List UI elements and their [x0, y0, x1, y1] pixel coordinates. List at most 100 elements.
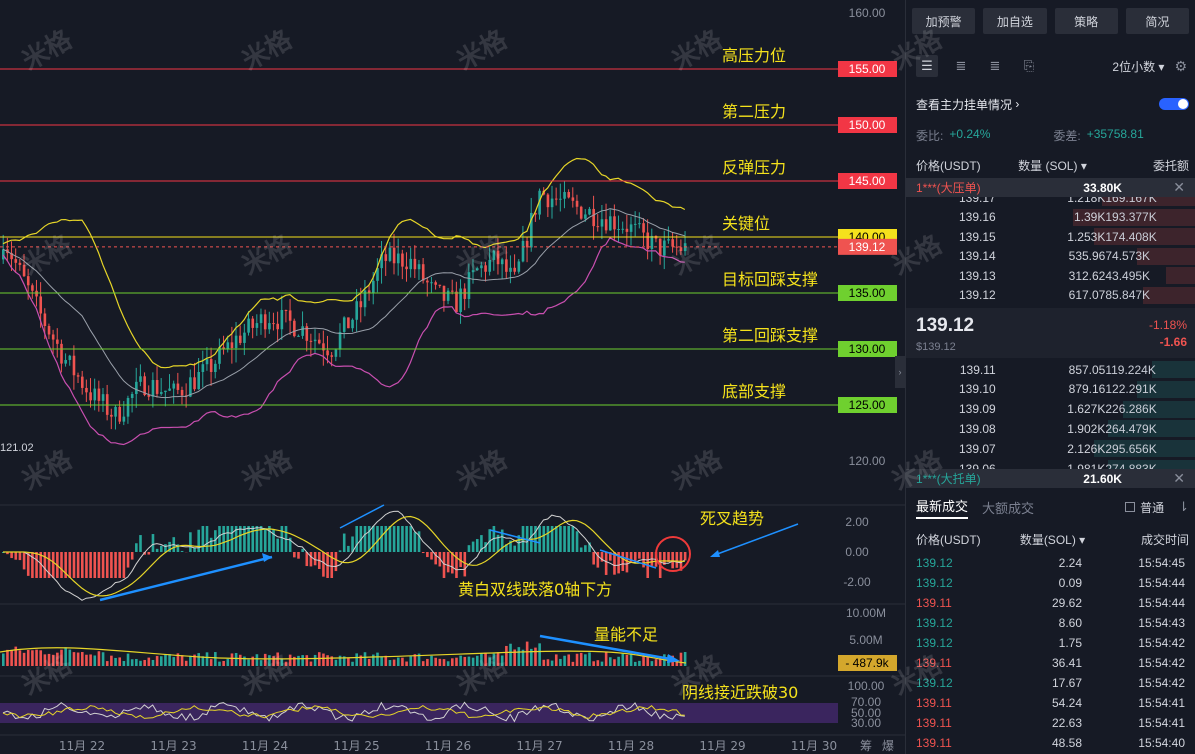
level-annotation: 反弹压力 [722, 158, 786, 177]
macd-histogram-bar [571, 526, 575, 552]
macd-histogram-bar [159, 545, 163, 552]
ask-row[interactable]: 139.14 535.96 74.573K [906, 247, 1195, 266]
volume-bar [480, 653, 483, 666]
book-bids-icon[interactable]: ≣ [955, 58, 967, 73]
macd-histogram-bar [243, 526, 246, 552]
volume-bar [243, 656, 246, 666]
volume-bar [434, 657, 437, 666]
arrow-line [339, 504, 385, 529]
normal-checkbox[interactable]: 普通 [1125, 499, 1164, 516]
volume-bar [621, 653, 625, 666]
macd-histogram-bar [255, 526, 259, 552]
overview-button[interactable]: 简况 [1125, 8, 1189, 34]
trade-price: 139.11 [916, 596, 952, 610]
ask-row[interactable]: 139.16 1.39K 193.377K [906, 208, 1195, 227]
chart-canvas[interactable]: 155.00高压力位150.00第二压力145.00反弹压力140.00关键位1… [0, 0, 905, 754]
ask-amount: 174.408K [1105, 229, 1157, 244]
trade-qty: 1.75 [1058, 636, 1082, 650]
candle-body [313, 339, 317, 342]
volume-bar [530, 648, 533, 666]
ask-row[interactable]: 139.13 312.62 43.495K [906, 266, 1195, 285]
macd-annotation: 黄白双线跌落0轴下方 [458, 580, 612, 599]
candle-body [251, 318, 255, 328]
candle-body [280, 310, 284, 330]
macd-histogram-bar [509, 540, 512, 552]
macd-histogram-bar [451, 552, 454, 574]
candle-body [51, 334, 55, 340]
bid-row[interactable]: 139.08 1.902K 264.479K [906, 419, 1195, 438]
trade-price: 139.11 [916, 736, 952, 750]
main-order-row[interactable]: 查看主力挂单情况 › [916, 95, 1189, 113]
big-ask-qty: 33.80K [1083, 180, 1122, 195]
candle-body [151, 380, 155, 397]
big-ask-order[interactable]: 1***(大压单) 33.80K ✕ [906, 178, 1195, 197]
add-alert-button[interactable]: 加预警 [912, 8, 976, 34]
close-icon[interactable]: ✕ [1173, 470, 1185, 486]
candle-body [272, 323, 275, 325]
macd-histogram-bar [326, 552, 329, 578]
candle-body [238, 335, 242, 343]
macd-histogram-bar [126, 552, 130, 568]
normal-label: 普通 [1140, 500, 1165, 515]
trade-qty: 29.62 [1051, 596, 1082, 610]
candle-body [484, 265, 487, 272]
strategy-button[interactable]: 策略 [1054, 8, 1118, 34]
trade-time: 15:54:42 [1138, 656, 1185, 670]
trade-qty-header[interactable]: 数量(SOL) ▾ [1019, 533, 1086, 547]
trade-price: 139.12 [916, 636, 953, 650]
volume-bar [197, 653, 201, 666]
macd-histogram-bar [388, 526, 392, 552]
candle-body [509, 267, 512, 272]
candle-body [392, 247, 396, 264]
candle-body [546, 194, 550, 208]
bid-row[interactable]: 139.10 879.16 122.291K [906, 380, 1195, 399]
ask-price: 139.15 [958, 229, 996, 244]
ask-row[interactable]: 139.15 1.253K 174.408K [906, 227, 1195, 246]
ask-row[interactable]: 139.12 617.07 85.847K [906, 286, 1195, 305]
panel-collapse-handle[interactable]: › [895, 356, 905, 388]
macd-histogram-bar [60, 552, 63, 578]
book-both-icon[interactable]: ☰ [916, 55, 938, 77]
decimal-select[interactable]: 2位小数 ▾ [1112, 59, 1165, 74]
filter-icon[interactable]: ⇂ [1178, 499, 1189, 514]
x-axis-label: 11月 28 [608, 739, 654, 753]
volume-bar [679, 652, 683, 666]
bid-row[interactable]: 139.09 1.627K 226.286K [906, 400, 1195, 419]
macd-histogram-bar [118, 552, 122, 578]
candle-body [642, 223, 645, 233]
bid-row[interactable]: 139.11 857.05 119.224K [906, 360, 1195, 379]
tab-latest-trades[interactable]: 最新成交 [916, 496, 969, 519]
depth-bar [1142, 286, 1195, 304]
macd-histogram-bar [413, 532, 417, 552]
volume-bar [550, 660, 554, 666]
volume-bar [559, 658, 562, 666]
volume-bar [654, 659, 658, 666]
add-watchlist-button[interactable]: 加自选 [983, 8, 1047, 34]
main-order-toggle[interactable] [1159, 98, 1189, 110]
rsi-axis-label: 100.00 [848, 679, 885, 693]
ask-qty: 1.39K [1073, 210, 1106, 224]
macd-histogram-bar [563, 526, 566, 552]
volume-bar [10, 650, 13, 666]
book-asks-icon[interactable]: ≣ [989, 58, 1001, 73]
close-icon[interactable]: ✕ [1173, 179, 1185, 195]
trade-time: 15:54:43 [1138, 616, 1185, 630]
price-chart[interactable]: 155.00 高压力位 150.00 第二压力 145.00 反弹压力 140.00 关键位 1… [0, 0, 905, 754]
big-ask-label: 1***(大压单) [916, 181, 981, 195]
book-trades-icon[interactable]: ⎘ [1023, 58, 1035, 73]
bid-amount: 226.286K [1105, 402, 1157, 417]
level-tag-text: 125.00 [849, 398, 886, 412]
macd-histogram-bar [492, 526, 496, 552]
bid-row[interactable]: 139.07 2.126K 295.656K [906, 439, 1195, 458]
depth-bar [1093, 440, 1195, 458]
qty-column-header[interactable]: 数量 (SOL) ▾ [1018, 159, 1087, 173]
candle-body [230, 342, 234, 349]
candle-body [417, 264, 421, 270]
big-bid-order[interactable]: 1***(大托单) 21.60K ✕ [906, 469, 1195, 488]
x-axis-label: 11月 24 [242, 739, 288, 753]
candle-body [596, 226, 600, 228]
settings-gear-icon[interactable]: ⚙ [1174, 57, 1187, 74]
level-tag [838, 173, 897, 189]
ask-price: 139.12 [958, 288, 996, 302]
tab-large-trades[interactable]: 大额成交 [982, 500, 1035, 516]
